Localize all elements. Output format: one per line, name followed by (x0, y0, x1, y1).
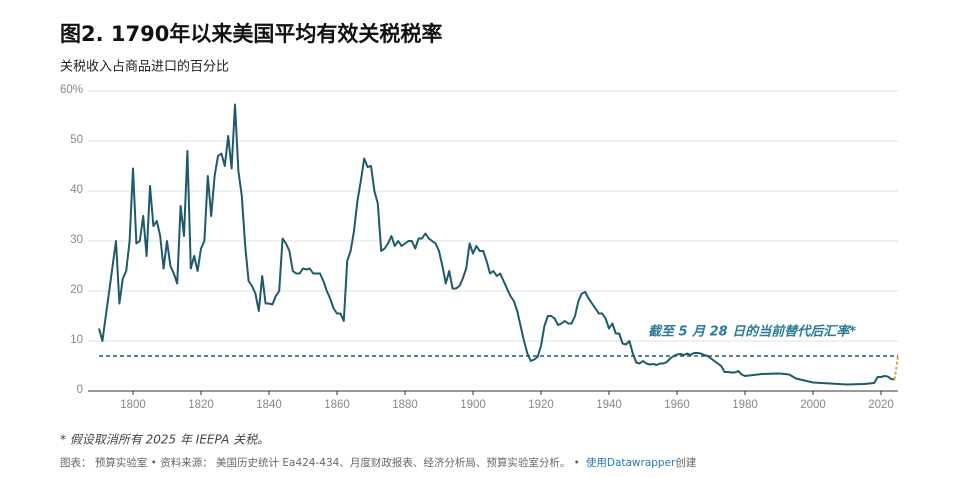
x-tick-label: 1900 (460, 399, 486, 411)
x-tick-label: 1980 (732, 399, 758, 411)
x-tick-label: 1880 (392, 399, 418, 411)
y-tick-label: 50 (70, 134, 83, 146)
source: 图表： 预算实验室 • 资料来源： 美国历史统计 Ea424-434、月度财政报… (60, 456, 580, 469)
annotation: 截至 5 月 28 日的当前替代后汇率* (648, 324, 856, 340)
y-tick-label: 40 (70, 184, 83, 196)
x-tick-label: 2020 (868, 399, 894, 411)
x-tick-label: 1820 (188, 399, 214, 411)
x-tick-label: 1800 (120, 399, 146, 411)
footnote: * 假设取消所有 2025 年 IEEPA 关税。 (60, 433, 269, 447)
x-tick-label: 1860 (324, 399, 350, 411)
line (98, 103, 895, 386)
x-tick-label: 1840 (256, 399, 282, 411)
chart-title: 图2. 1790年以来美国平均有效关税税率 (60, 22, 442, 46)
x-tick-label: 1920 (528, 399, 554, 411)
x-tick-label: 1940 (596, 399, 622, 411)
y-tick-label: 60% (60, 84, 83, 96)
credit[interactable]: 使用Datawrapper创建 (586, 456, 697, 469)
y-tick-label: 20 (70, 284, 83, 296)
x-tick-label: 1960 (664, 399, 690, 411)
y-tick-label: 0 (77, 384, 83, 396)
chart-subtitle: 关税收入占商品进口的百分比 (60, 59, 229, 75)
credit-suffix: 创建 (675, 456, 696, 469)
line (893, 355, 899, 380)
y-tick-label: 10 (70, 334, 83, 346)
y-tick-label: 30 (70, 234, 83, 246)
x-tick-label: 2000 (800, 399, 826, 411)
credit-link[interactable]: 使用Datawrapper (586, 456, 676, 469)
